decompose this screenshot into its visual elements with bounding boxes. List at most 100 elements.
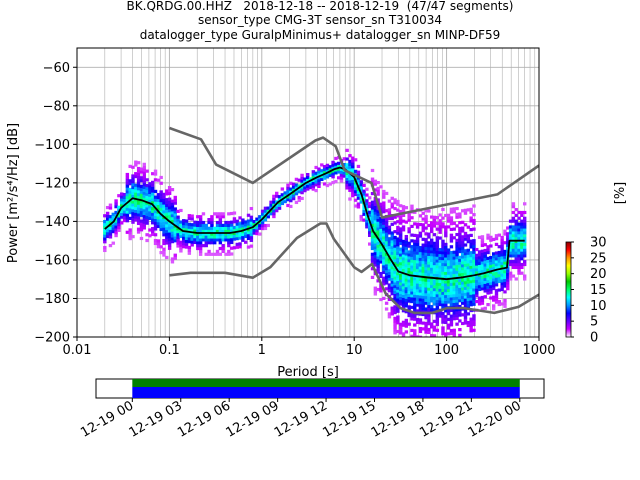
heatmap-cell	[184, 231, 189, 235]
heatmap-cell	[198, 249, 203, 254]
heatmap-cell	[182, 227, 186, 231]
heatmap-cell	[165, 221, 169, 225]
heatmap-cell	[466, 234, 471, 238]
heatmap-cell	[452, 250, 456, 254]
heatmap-cell	[398, 302, 403, 306]
heatmap-cell	[486, 245, 490, 249]
heatmap-cell	[184, 219, 189, 223]
heatmap-cell	[376, 192, 380, 196]
heatmap-cell	[187, 228, 192, 232]
heatmap-cell	[506, 284, 510, 288]
heatmap-cell	[134, 209, 138, 213]
heatmap-cell	[472, 221, 476, 225]
heatmap-cell	[477, 299, 482, 303]
heatmap-cell	[393, 325, 397, 329]
heatmap-cell	[201, 238, 206, 242]
heatmap-cell	[373, 249, 378, 253]
heatmap-cell	[117, 205, 121, 209]
heatmap-cell	[165, 232, 169, 236]
heatmap-cell	[469, 317, 473, 321]
heatmap-cell	[441, 254, 445, 258]
heatmap-cell	[289, 196, 293, 200]
heatmap-cell	[176, 227, 180, 231]
heatmap-cell	[207, 218, 211, 222]
heatmap-cell	[441, 271, 445, 275]
heatmap-cell	[449, 219, 454, 223]
heatmap-cell	[136, 178, 141, 182]
heatmap-cell	[458, 284, 462, 288]
heatmap-cell	[407, 285, 411, 289]
heatmap-cell	[125, 193, 130, 197]
heatmap-cell	[472, 259, 476, 263]
heatmap-cell	[221, 249, 225, 254]
heatmap-cell	[258, 226, 262, 230]
heatmap-cell	[148, 205, 152, 209]
heatmap-cell	[517, 248, 521, 252]
heatmap-cell	[320, 163, 324, 167]
heatmap-cell	[387, 268, 392, 273]
heatmap-cell	[463, 295, 468, 299]
heatmap-cell	[469, 233, 473, 237]
heatmap-cell	[458, 304, 462, 309]
heatmap-cell	[522, 210, 527, 215]
heatmap-cell	[117, 228, 121, 232]
heatmap-cell	[263, 218, 268, 222]
heatmap-cell	[480, 307, 485, 311]
heatmap-cell	[458, 313, 462, 317]
heatmap-cell	[520, 234, 524, 238]
heatmap-cell	[353, 158, 358, 162]
heatmap-cell	[303, 180, 307, 184]
heatmap-cell	[260, 221, 265, 225]
heatmap-cell	[503, 290, 507, 294]
heatmap-cell	[291, 188, 296, 192]
heatmap-cell	[398, 259, 403, 263]
heatmap-cell	[514, 257, 518, 261]
heatmap-cell	[413, 265, 417, 269]
heatmap-cell	[486, 248, 490, 252]
heatmap-cell	[317, 176, 321, 180]
heatmap-cell	[520, 213, 524, 217]
heatmap-cell	[472, 247, 476, 251]
heatmap-cell	[401, 303, 406, 307]
heatmap-cell	[311, 173, 316, 177]
heatmap-cell	[368, 213, 372, 217]
heatmap-cell	[418, 318, 423, 322]
heatmap-cell	[376, 189, 380, 193]
heatmap-cell	[393, 328, 397, 332]
heatmap-cell	[356, 190, 361, 195]
heatmap-cell	[162, 212, 166, 217]
heatmap-cell	[238, 222, 242, 226]
heatmap-cell	[466, 283, 471, 287]
heatmap-cell	[215, 223, 220, 227]
heatmap-cell	[429, 287, 434, 291]
heatmap-cell	[153, 215, 158, 220]
heatmap-cell	[444, 320, 448, 325]
heatmap-cell	[438, 338, 441, 341]
heatmap-cell	[503, 284, 507, 288]
heatmap-cell	[269, 206, 273, 210]
y-tick-label: −120	[34, 176, 70, 191]
heatmap-cell	[145, 215, 149, 219]
heatmap-cell	[125, 172, 130, 177]
heatmap-cell	[449, 265, 454, 269]
heatmap-cell	[455, 287, 459, 292]
heatmap-cell	[353, 181, 358, 185]
heatmap-cell	[407, 215, 411, 219]
heatmap-cell	[120, 195, 124, 199]
heatmap-cell	[500, 259, 504, 263]
heatmap-cell	[370, 212, 375, 216]
heatmap-cell	[134, 195, 138, 199]
heatmap-cell	[438, 311, 442, 315]
heatmap-cell	[418, 248, 423, 253]
heatmap-cell	[407, 212, 411, 216]
heatmap-cell	[393, 201, 397, 205]
heatmap-cell	[418, 246, 423, 250]
y-tick-label: −80	[43, 99, 70, 114]
heatmap-cell	[387, 208, 392, 212]
heatmap-cell	[424, 258, 428, 262]
heatmap-cell	[111, 212, 115, 216]
heatmap-cell	[345, 148, 349, 152]
heatmap-cell	[213, 229, 217, 233]
heatmap-cell	[165, 200, 169, 205]
heatmap-cell	[429, 258, 434, 263]
